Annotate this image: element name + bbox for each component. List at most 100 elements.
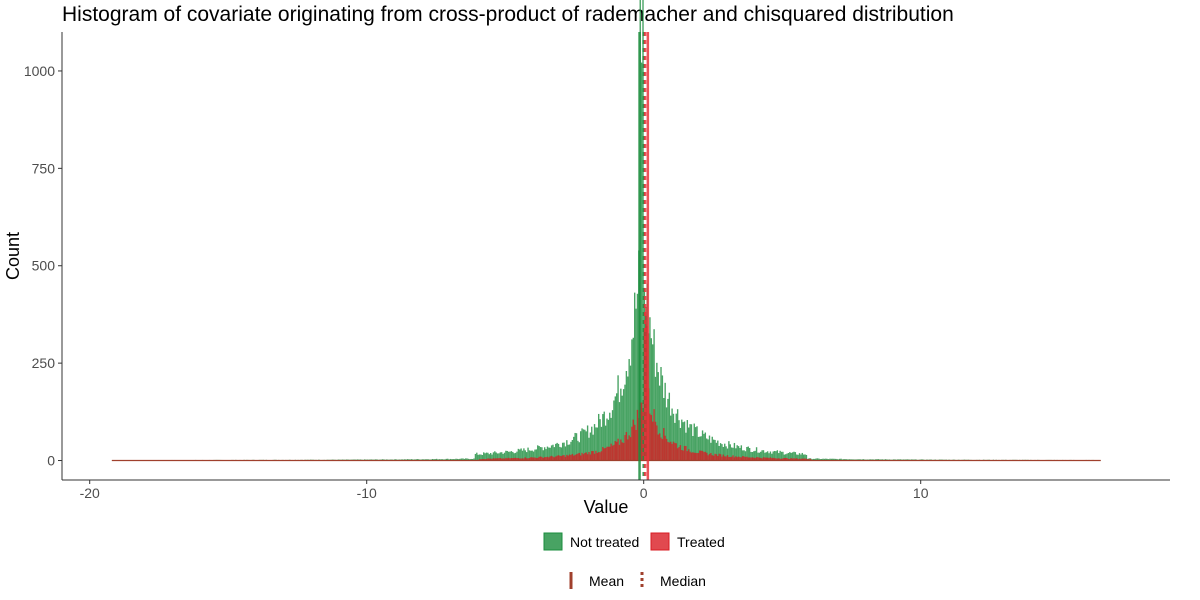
histogram-bar [663, 428, 665, 461]
histogram-bar [642, 0, 644, 461]
histogram-bar [804, 458, 806, 461]
histogram-bar [535, 449, 538, 461]
y-tick-label: 0 [47, 453, 55, 469]
histogram-bar [800, 458, 802, 461]
histogram-bar [394, 459, 396, 461]
histogram-bar [579, 431, 582, 461]
histogram-bar [494, 451, 496, 461]
histogram-bar [433, 459, 435, 461]
histogram-bar [506, 458, 508, 461]
histogram-bar [775, 451, 777, 461]
histogram-bar [573, 455, 575, 461]
histogram-bar [483, 458, 485, 461]
histogram-bar [645, 306, 647, 461]
histogram-bar [411, 459, 413, 461]
histogram-bar [672, 413, 675, 461]
histogram-bar [424, 459, 427, 461]
histogram-bar [624, 435, 626, 461]
histogram-bar [496, 453, 499, 461]
histogram-bar [761, 450, 763, 461]
histogram-bar [568, 454, 571, 461]
histogram-bar [571, 453, 574, 461]
histogram-bar [524, 457, 526, 461]
histogram-bar [653, 409, 655, 461]
histogram-bar [602, 446, 604, 461]
histogram-bar [664, 435, 666, 461]
histogram-bar [805, 458, 808, 461]
histogram-bar [567, 455, 569, 461]
histogram-bar [743, 450, 745, 461]
histogram-bar [510, 451, 513, 461]
histogram-bar [564, 456, 567, 461]
histogram-bar [520, 448, 522, 461]
y-tick-label: 1000 [24, 63, 55, 79]
histogram-bar [787, 452, 790, 461]
histogram-bar [703, 452, 705, 461]
histogram-bar [556, 442, 558, 461]
histogram-bar [689, 451, 691, 461]
histogram-bar [610, 443, 612, 461]
histogram-bar [591, 426, 593, 461]
histogram-bar [422, 459, 424, 461]
histogram-bar [838, 458, 841, 461]
histogram-bar [483, 452, 485, 461]
histogram-bar [712, 455, 715, 461]
histogram-bar [696, 426, 698, 461]
histogram-bar [607, 446, 610, 461]
histogram-bar [625, 371, 628, 461]
histogram-bar [750, 457, 752, 461]
histogram-bar [618, 402, 621, 461]
histogram-bar [489, 458, 492, 461]
histogram-bar [786, 458, 788, 461]
histogram-bar [541, 447, 543, 461]
histogram-bar [484, 459, 486, 461]
legend-lines: Mean Median [569, 572, 706, 589]
histogram-bar [613, 400, 615, 461]
histogram-bar [406, 459, 409, 461]
histogram-bar [746, 446, 748, 461]
histogram-bar [755, 447, 758, 461]
histogram-bar [584, 452, 586, 461]
histogram-bar [710, 442, 712, 461]
histogram-bar [538, 456, 540, 461]
histogram-bar [661, 375, 664, 461]
histogram-bar [776, 450, 779, 461]
histogram-bar [535, 457, 538, 461]
histogram-bar [550, 455, 553, 461]
histogram-bar [401, 459, 403, 461]
histogram-bar [758, 452, 761, 461]
histogram-bar [557, 443, 560, 461]
histogram-bar [548, 447, 550, 461]
histogram-bar [764, 457, 766, 461]
histogram-bar [546, 456, 549, 461]
histogram-bar [604, 425, 607, 461]
histogram-bar [494, 458, 496, 461]
histogram-bar [683, 445, 686, 461]
histogram-bar [467, 458, 470, 461]
histogram-bar [460, 458, 463, 461]
histogram-bar [773, 458, 776, 461]
histogram-bar [754, 458, 756, 461]
histogram-bar [779, 458, 781, 461]
histogram-bar [447, 458, 449, 461]
histogram-bar [481, 454, 484, 461]
histogram-bar [553, 457, 556, 461]
histogram-bar [732, 455, 734, 461]
histogram-bar [692, 436, 694, 461]
histogram-bar [744, 451, 747, 461]
histogram-bar [766, 457, 769, 461]
histogram-bar [732, 447, 734, 461]
histogram-bar [793, 451, 795, 461]
histogram-bar [679, 445, 682, 461]
histogram-bar [485, 452, 488, 461]
histogram-bar [455, 458, 457, 461]
histogram-bar [739, 447, 741, 461]
histogram-bar [784, 454, 787, 461]
histogram-bar [746, 456, 748, 461]
histogram-bar [507, 457, 510, 461]
histogram-bar [747, 446, 749, 461]
histogram-bar [614, 396, 616, 461]
histogram-bar [381, 459, 384, 461]
histogram-bar [555, 456, 557, 461]
histogram-bar [568, 444, 571, 461]
